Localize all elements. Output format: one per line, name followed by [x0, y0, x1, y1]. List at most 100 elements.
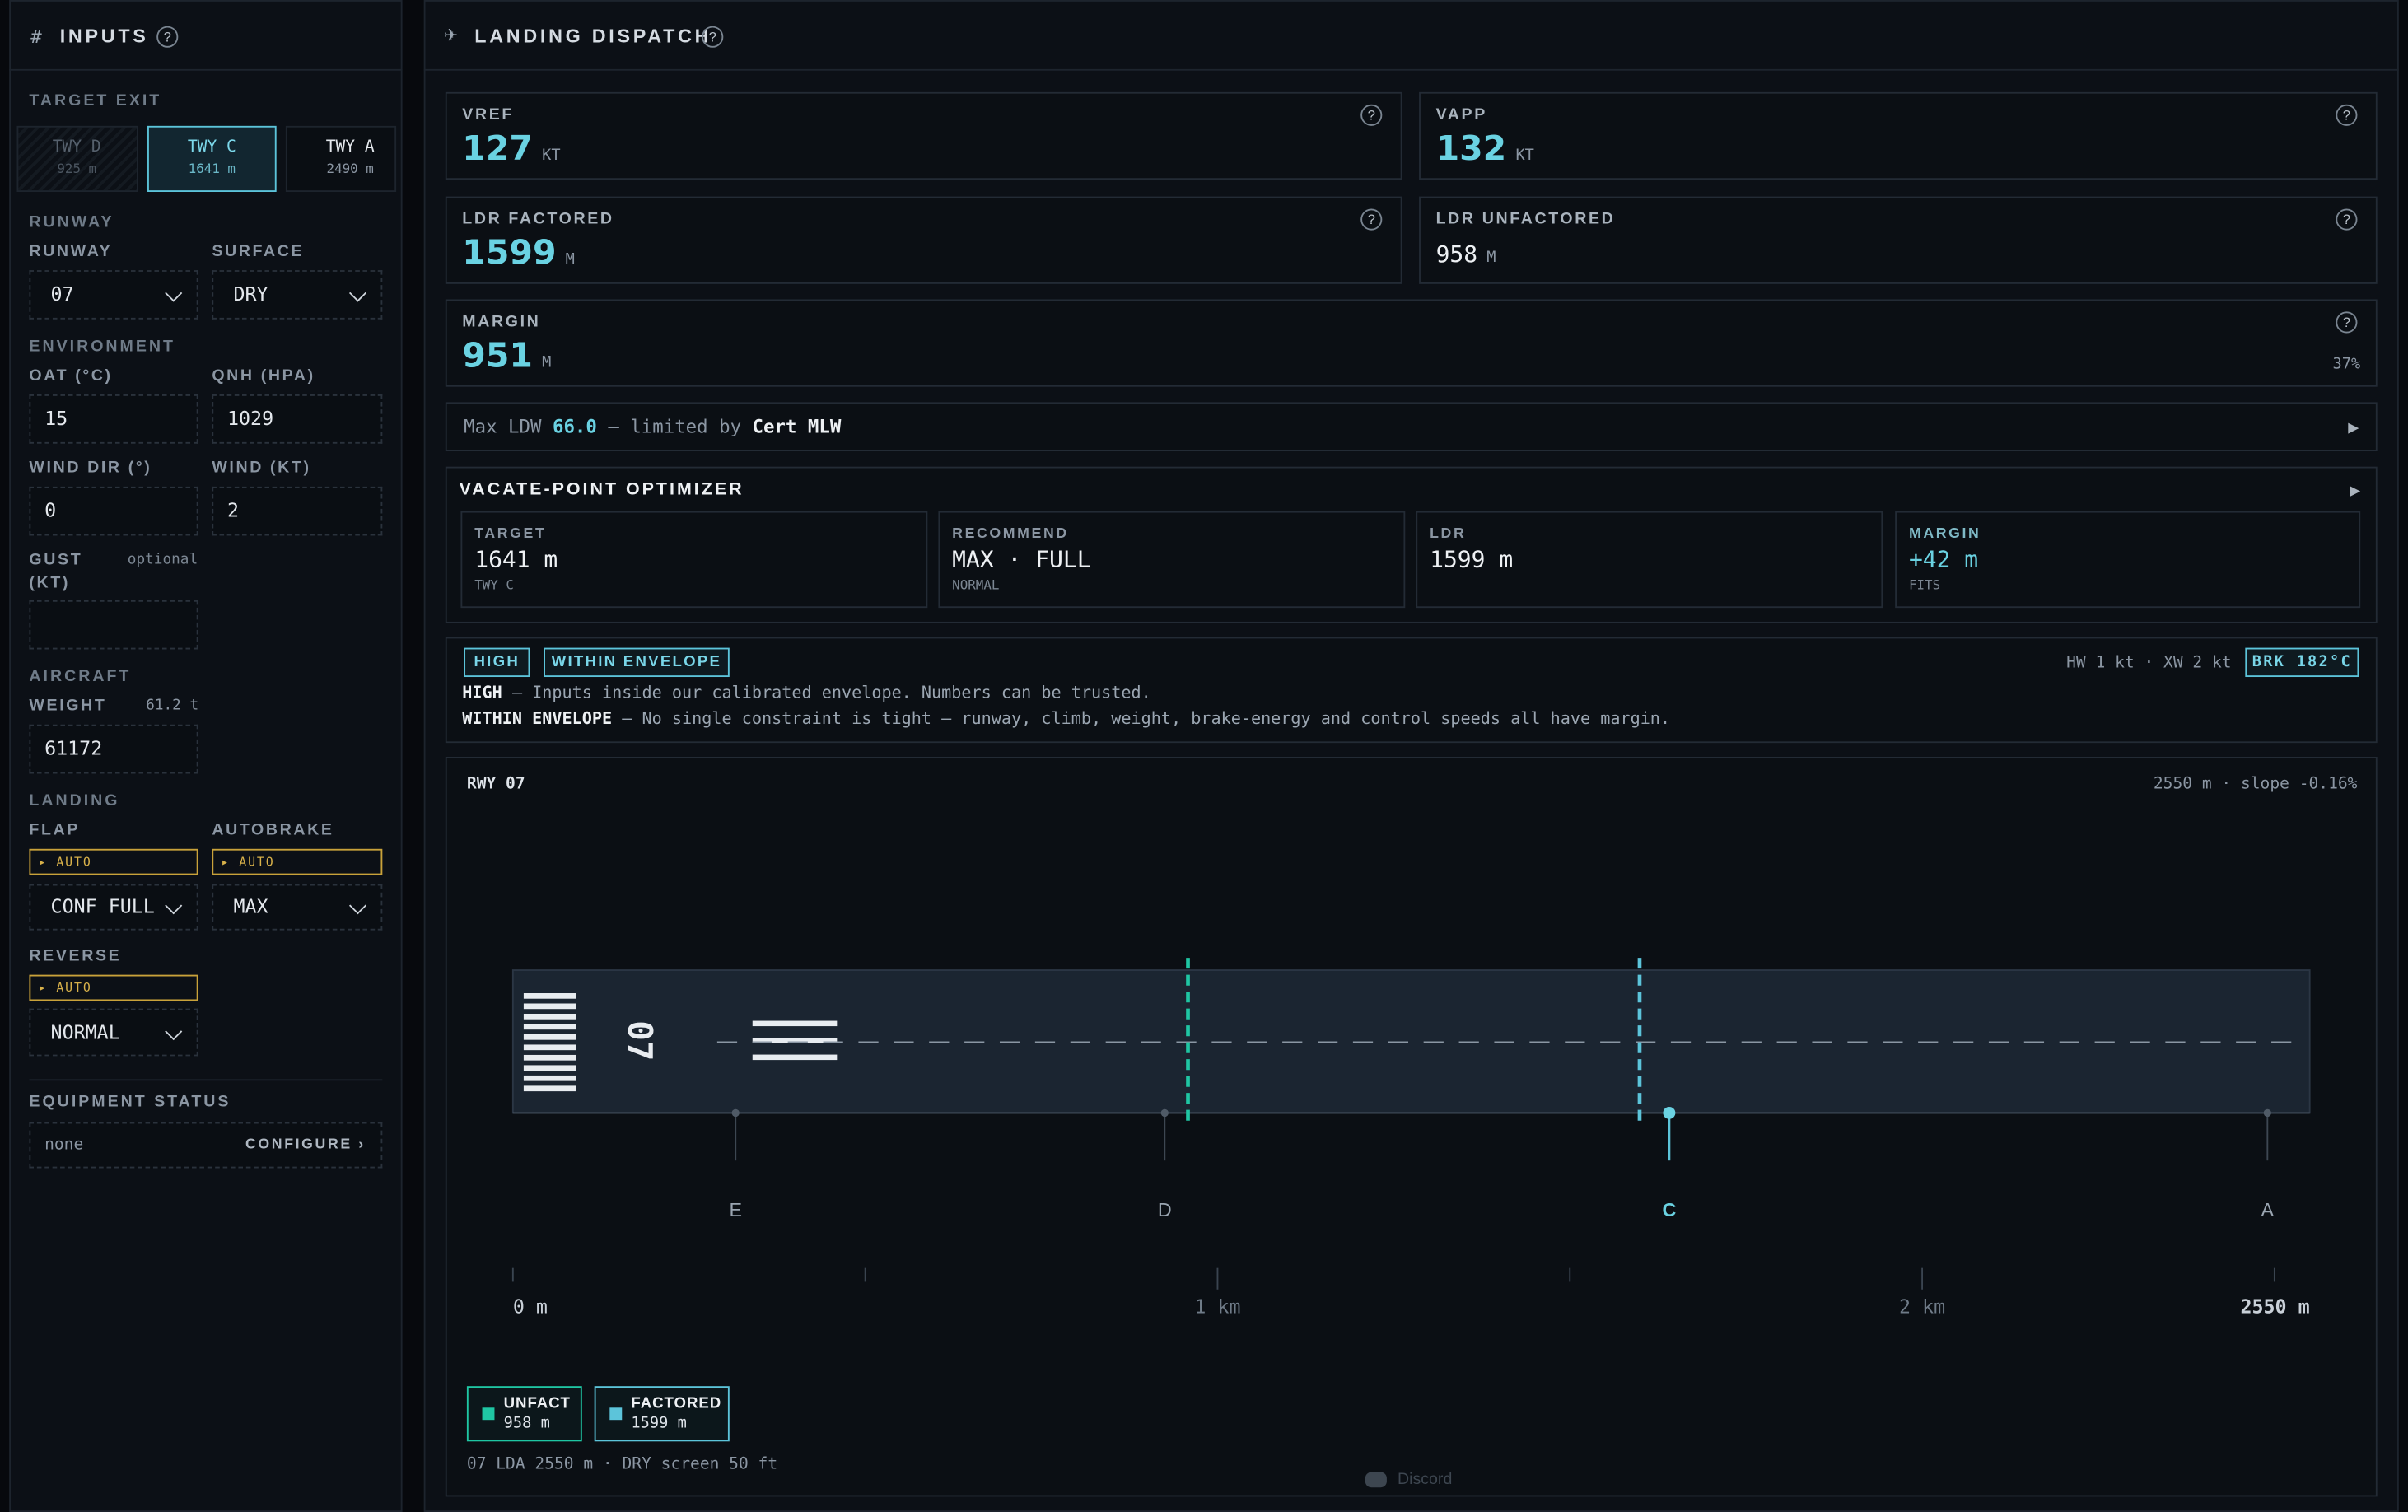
section-label: LANDING: [29, 791, 120, 810]
status-text: — Inputs inside our calibrated envelope.…: [502, 682, 1151, 702]
select[interactable]: [212, 270, 383, 320]
optimizer-title: VACATE-POINT OPTIMIZER: [459, 480, 744, 500]
metric-value: 958 M: [1436, 243, 1496, 266]
envelope-badge: WITHIN ENVELOPE: [544, 647, 730, 678]
card-sub: NORMAL: [952, 578, 1000, 594]
text-input[interactable]: [212, 486, 383, 536]
text-input[interactable]: [29, 724, 198, 774]
section-label: EQUIPMENT STATUS: [29, 1092, 231, 1112]
input-value: 1029: [226, 406, 274, 430]
discord-link[interactable]: Discord: [1397, 1470, 1453, 1489]
metric-value: 951 M: [462, 340, 552, 375]
threshold-bar: [523, 993, 576, 999]
metric-label: VAPP: [1435, 105, 1487, 124]
text-input[interactable]: [29, 394, 198, 444]
card-sub: FITS: [1908, 578, 1941, 594]
input-value: 15: [44, 406, 68, 430]
value: 132: [1435, 130, 1507, 170]
unit: M: [1486, 249, 1496, 267]
field-hint: 61.2 t: [146, 697, 199, 715]
value: 1599: [462, 235, 557, 273]
exit-label: D: [1158, 1199, 1172, 1220]
text-input[interactable]: [29, 486, 198, 536]
select-value: NORMAL: [50, 1020, 120, 1044]
threshold-bar: [523, 1044, 576, 1051]
metric-label: LDR UNFACTORED: [1435, 209, 1616, 229]
exit-marker: [1160, 1108, 1169, 1118]
runway-designator: 07: [620, 1020, 660, 1061]
exit-marker: [731, 1108, 740, 1118]
scale-label: 0 m: [513, 1296, 548, 1318]
field-label: RUNWAY: [29, 242, 113, 261]
equipment-box: [29, 1122, 383, 1169]
exit-option[interactable]: [285, 125, 397, 192]
legend-value: 1599 m: [631, 1415, 687, 1433]
optimizer-card: [938, 511, 1406, 609]
runway-info: 2550 m · slope -0.16%: [2153, 774, 2358, 794]
value: 958: [1435, 240, 1478, 268]
text-input[interactable]: [29, 600, 198, 650]
aiming-mark: [752, 1020, 838, 1027]
metric-card: [445, 91, 1402, 180]
card-label: RECOMMEND: [952, 525, 1069, 543]
expand-arrow[interactable]: ▶: [2348, 419, 2359, 436]
help-button[interactable]: ?: [156, 26, 179, 48]
value: 127: [462, 130, 533, 170]
select-value: DRY: [233, 282, 268, 306]
expand-arrow[interactable]: ▶: [2350, 483, 2361, 498]
field-label: AUTOBRAKE: [212, 820, 334, 840]
threshold-bar: [523, 1034, 576, 1040]
input-value: 0: [44, 498, 57, 522]
section-label: RUNWAY: [29, 212, 114, 231]
text-input[interactable]: [212, 394, 383, 444]
legend-name: UNFACT: [503, 1395, 571, 1412]
metric-label: LDR FACTORED: [462, 209, 614, 229]
metric-value: 132 KT: [1436, 133, 1534, 167]
aiming-mark: [752, 1054, 838, 1061]
threshold-bar: [523, 1013, 576, 1020]
help-button[interactable]: ?: [702, 26, 724, 48]
ldw-value: 66.0: [552, 416, 597, 438]
threshold-bar: [523, 1075, 576, 1081]
exit-name: TWY A: [325, 138, 375, 156]
help-button[interactable]: ?: [2336, 208, 2358, 231]
exit-label: A: [2261, 1199, 2275, 1220]
optimizer-card: [1895, 511, 2361, 609]
exit-option[interactable]: [16, 125, 138, 192]
field-label: REVERSE: [29, 946, 122, 965]
exit-distance: 1641 m: [188, 162, 236, 178]
select[interactable]: [29, 884, 198, 931]
confidence-badge: HIGH: [464, 647, 530, 678]
threshold-bar: [523, 1003, 576, 1010]
section-label: TARGET EXIT: [29, 91, 162, 110]
select[interactable]: [212, 884, 383, 931]
input-value: 61172: [44, 736, 103, 760]
select[interactable]: [29, 270, 198, 320]
help-button[interactable]: ?: [1360, 208, 1383, 231]
legend-swatch: [482, 1407, 495, 1421]
status-line: HIGH — Inputs inside our calibrated enve…: [462, 682, 1151, 702]
help-button[interactable]: ?: [1360, 104, 1383, 126]
exit-name: TWY D: [52, 138, 101, 156]
select[interactable]: [29, 1008, 198, 1057]
help-button[interactable]: ?: [2336, 104, 2358, 126]
scale-label: 2550 m: [2240, 1296, 2309, 1318]
runway-box: [445, 756, 2378, 1497]
configure-button[interactable]: CONFIGURE ›: [245, 1136, 366, 1154]
ldw-bar[interactable]: [445, 402, 2378, 452]
brake-badge: BRK 182°C: [2245, 647, 2359, 678]
discord-icon: [1365, 1472, 1387, 1488]
status-box: [445, 637, 2378, 744]
card-value: 1641 m: [474, 545, 558, 574]
divider: [9, 68, 403, 71]
threshold-markings: [523, 993, 576, 1092]
unit: M: [542, 354, 552, 372]
exit-label: E: [729, 1199, 742, 1220]
optimizer-card: [1416, 511, 1883, 609]
help-button[interactable]: ?: [2336, 311, 2358, 334]
card-value: MAX · FULL: [952, 545, 1091, 574]
exit-option-selected[interactable]: [147, 125, 277, 192]
scale-label: 2 km: [1899, 1296, 1945, 1318]
scale-label: 1 km: [1194, 1296, 1240, 1318]
